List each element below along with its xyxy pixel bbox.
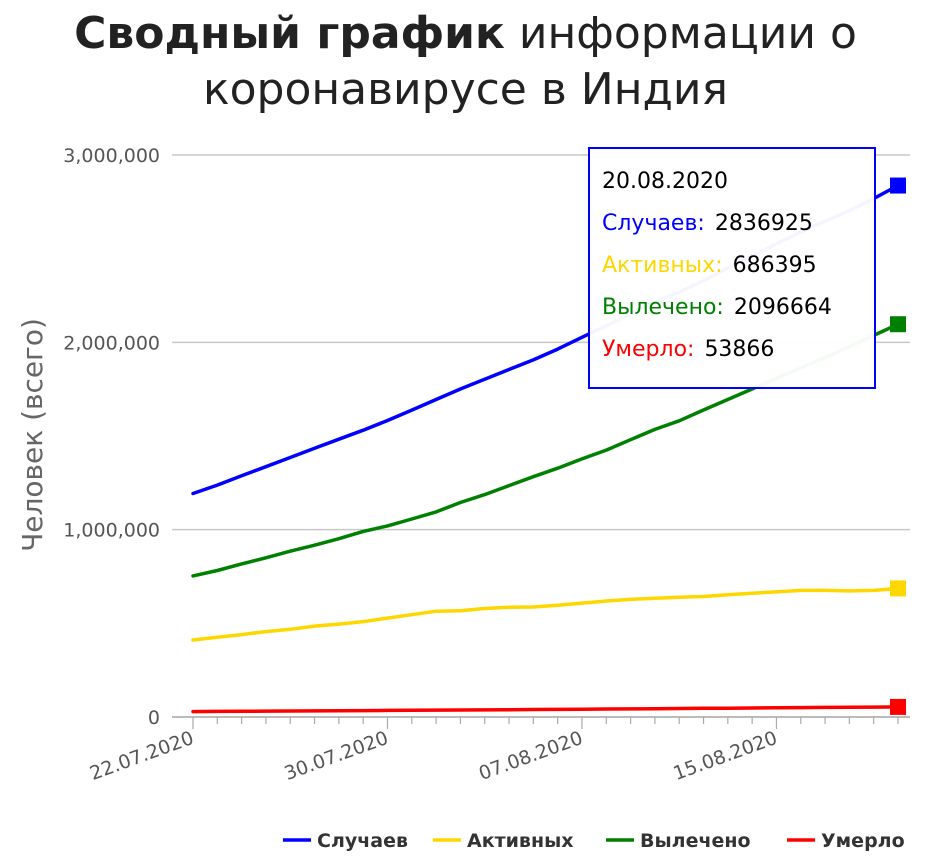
chart-title-bold: Сводный график — [74, 8, 505, 59]
y-tick-label-2: 2,000,000 — [63, 332, 160, 354]
tooltip-row-recovered: Вылечено: 2096664 — [602, 295, 832, 320]
y-tick-label-0: 0 — [148, 707, 160, 729]
tooltip-active-value: 686395 — [732, 253, 817, 278]
tooltip-row-deaths: Умерло: 53866 — [602, 337, 774, 362]
series-line-3 — [191, 705, 900, 714]
tooltip-date: 20.08.2020 — [602, 169, 728, 194]
tooltip-cases-value: 2836925 — [714, 211, 813, 236]
legend-label-1: Активных — [467, 830, 574, 852]
x-tick-label-1: 30.07.2020 — [281, 727, 391, 785]
legend-label-2: Вылечено — [640, 830, 751, 852]
legend-label-0: Случаев — [317, 830, 408, 852]
y-axis-label: Человек (всего) — [16, 318, 49, 552]
chart-title-rest: информации о коронавирусе в Индия — [203, 8, 857, 115]
x-tick-label-3: 15.08.2020 — [670, 727, 780, 785]
y-tick-label-1: 1,000,000 — [63, 520, 160, 542]
tooltip-deaths-label: Умерло: — [602, 337, 695, 362]
series-end-marker-0 — [890, 177, 906, 194]
legend: Случаев Активных Вылечено Умерло — [283, 830, 905, 852]
tooltip-cases-label: Случаев: — [602, 211, 705, 236]
tooltip-active-label: Активных: — [602, 253, 723, 278]
tooltip-recovered-value: 2096664 — [733, 295, 832, 320]
tooltip-recovered-label: Вылечено: — [602, 295, 724, 320]
hover-tooltip: 20.08.2020 Случаев: 2836925 Активных: 6863… — [588, 147, 876, 389]
x-tick-label-0: 22.07.2020 — [87, 727, 197, 785]
y-tick-label-3: 3,000,000 — [63, 145, 160, 167]
series-end-marker-3 — [890, 698, 906, 715]
x-tick-label-2: 07.08.2020 — [476, 727, 586, 785]
series-end-markers — [890, 177, 906, 715]
tooltip-deaths-value: 53866 — [704, 337, 775, 362]
series-end-marker-1 — [890, 580, 906, 597]
series-line-1 — [191, 586, 900, 642]
tooltip-row-active: Активных: 686395 — [602, 253, 817, 278]
legend-label-3: Умерло — [821, 830, 905, 852]
tooltip-row-cases: Случаев: 2836925 — [602, 211, 813, 236]
series-end-marker-2 — [890, 316, 906, 333]
chart-title: Сводный график информации о коронавирусе… — [0, 6, 931, 118]
